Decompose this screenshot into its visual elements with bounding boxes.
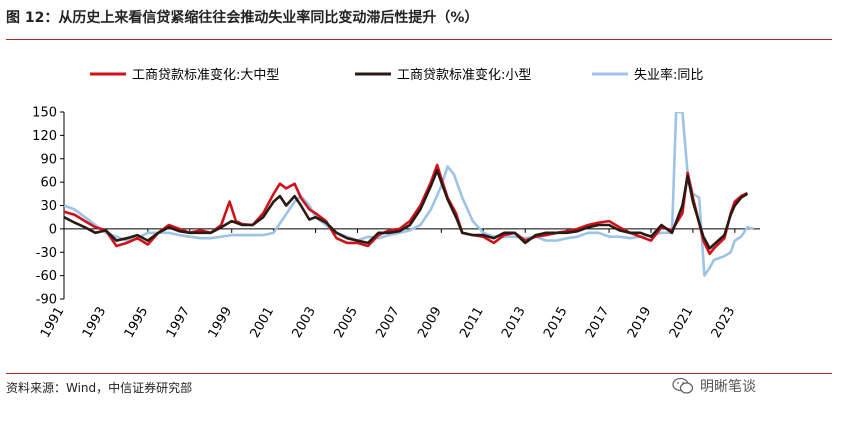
series-line-2 xyxy=(64,169,749,250)
x-tick-label: 1995 xyxy=(122,305,152,341)
watermark: 明晰笔谈 xyxy=(672,376,756,396)
x-tick-label: 2017 xyxy=(583,305,613,341)
y-tick-label: -60 xyxy=(36,269,57,284)
x-tick-label: 2021 xyxy=(667,305,697,341)
series-lines xyxy=(64,112,755,277)
legend-label-3: 失业率:同比 xyxy=(634,67,703,83)
x-tick-label: 1993 xyxy=(80,305,110,341)
x-tick-label: 2003 xyxy=(289,305,319,341)
series-line-3 xyxy=(64,112,755,277)
legend-label-1: 工商贷款标准变化:大中型 xyxy=(132,67,279,83)
chart: 工商贷款标准变化:大中型 工商贷款标准变化:小型 失业率:同比 -90 -60 -30 0… xyxy=(32,67,760,341)
y-tick-label: 30 xyxy=(40,199,57,214)
x-tick-label: 2011 xyxy=(457,305,487,341)
y-tick-label: 0 xyxy=(49,222,57,237)
x-tick-label: 2001 xyxy=(248,305,278,341)
figure-title: 图 12：从历史上来看信贷紧缩往往会推动失业率同比变动滞后性提升（%） xyxy=(6,10,479,26)
x-tick-label: 2015 xyxy=(541,305,571,341)
axes: -90 -60 -30 0 30 60 90 120 150 1991 1993 1995 1997 19… xyxy=(32,106,760,341)
series-line-1 xyxy=(64,163,748,256)
legend: 工商贷款标准变化:大中型 工商贷款标准变化:小型 失业率:同比 xyxy=(90,67,703,83)
y-tick-label: 60 xyxy=(40,176,57,191)
x-tick-label: 2005 xyxy=(331,305,361,341)
x-tick-label: 2019 xyxy=(625,305,655,341)
source-note: 资料来源：Wind，中信证券研究部 xyxy=(6,381,193,395)
y-tick-label: -90 xyxy=(36,293,57,308)
x-tick-label: 2007 xyxy=(373,305,403,341)
y-tick-label: 120 xyxy=(32,129,57,144)
x-tick-label: 1991 xyxy=(38,305,68,341)
y-tick-label: 90 xyxy=(40,152,57,167)
bottom-rule xyxy=(6,373,832,374)
wechat-icon xyxy=(672,377,694,394)
y-tick-label: -30 xyxy=(36,246,57,261)
top-rule xyxy=(6,39,832,40)
x-tick-label: 1999 xyxy=(206,305,236,341)
x-tick-label: 2023 xyxy=(709,305,739,341)
watermark-text: 明晰笔谈 xyxy=(700,379,756,395)
y-tick-label: 150 xyxy=(32,106,57,121)
x-tick-label: 2009 xyxy=(415,305,445,341)
legend-label-2: 工商贷款标准变化:小型 xyxy=(397,67,531,83)
x-tick-label: 2013 xyxy=(499,305,529,341)
x-tick-label: 1997 xyxy=(164,305,194,341)
